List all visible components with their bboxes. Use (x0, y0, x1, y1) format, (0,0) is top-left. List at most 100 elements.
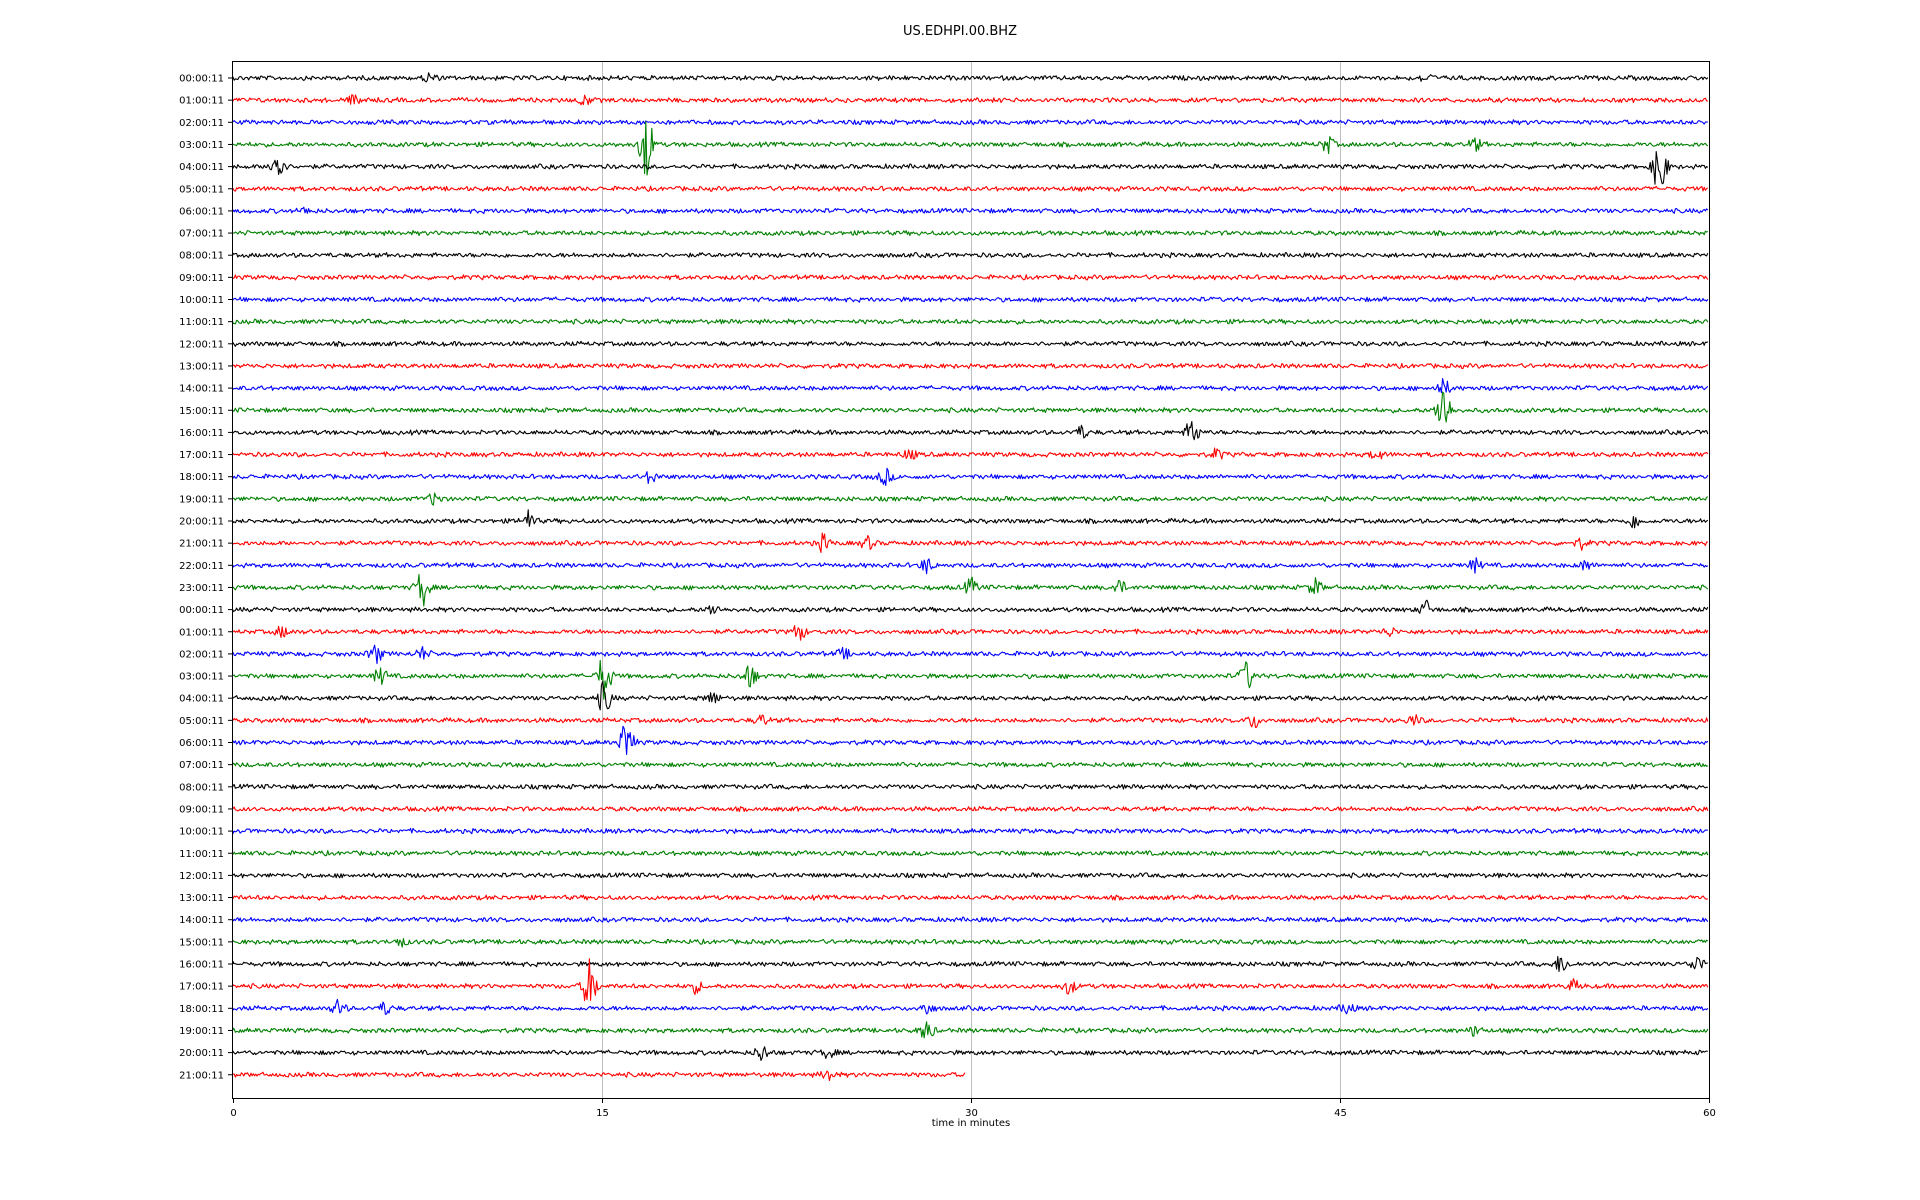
seismic-trace (232, 1070, 966, 1082)
row-time-label: 16:00:11 (179, 960, 224, 971)
row-time-label: 07:00:11 (179, 760, 224, 771)
seismic-trace (232, 783, 1708, 790)
row-time-label: 13:00:11 (179, 361, 224, 372)
seismic-trace (232, 447, 1709, 460)
seismic-trace (232, 1046, 1708, 1061)
row-time-label: 18:00:11 (179, 1004, 224, 1015)
seismic-trace (232, 850, 1709, 857)
seismic-trace (232, 509, 1709, 529)
row-time-label: 23:00:11 (179, 583, 224, 594)
seismic-trace (232, 206, 1709, 215)
chart-title: US.EDHPI.00.BHZ (903, 24, 1017, 39)
seismic-trace (232, 894, 1709, 901)
row-time-label: 15:00:11 (179, 937, 224, 948)
seismic-trace (232, 229, 1709, 237)
row-time-label: 03:00:11 (179, 140, 224, 151)
row-time-label: 00:00:11 (179, 605, 224, 616)
seismic-trace (232, 956, 1709, 972)
row-time-label: 02:00:11 (179, 118, 224, 129)
row-time-label: 10:00:11 (179, 827, 224, 838)
row-time-label: 12:00:11 (179, 339, 224, 350)
x-tick-label: 15 (596, 1108, 609, 1119)
row-time-label: 08:00:11 (179, 782, 224, 793)
row-time-label: 21:00:11 (179, 539, 224, 550)
seismic-trace (232, 938, 1709, 948)
seismic-trace (232, 467, 1709, 487)
row-time-label: 01:00:11 (179, 627, 224, 638)
row-time-label: 22:00:11 (179, 561, 224, 572)
seismic-trace (232, 625, 1709, 641)
row-time-label: 12:00:11 (179, 871, 224, 882)
x-tick-label: 30 (965, 1108, 978, 1119)
seismic-trace (232, 492, 1709, 506)
seismic-trace (232, 121, 1709, 176)
row-time-label: 21:00:11 (179, 1070, 224, 1081)
seismic-trace (232, 251, 1709, 259)
seismic-trace (232, 185, 1709, 192)
row-time-label: 02:00:11 (179, 649, 224, 660)
seismic-trace (232, 532, 1708, 554)
row-time-label: 10:00:11 (179, 295, 224, 306)
row-time-label: 00:00:11 (179, 74, 224, 85)
row-time-label: 03:00:11 (179, 672, 224, 683)
seismic-trace (232, 340, 1709, 347)
row-time-label: 13:00:11 (179, 893, 224, 904)
row-time-label: 05:00:11 (179, 716, 224, 727)
row-time-label: 05:00:11 (179, 184, 224, 195)
row-time-label: 17:00:11 (179, 982, 224, 993)
trace-area (232, 72, 1709, 1082)
seismic-trace (232, 94, 1708, 106)
row-time-label: 19:00:11 (179, 1026, 224, 1037)
seismic-trace (232, 872, 1709, 879)
seismic-trace (232, 998, 1709, 1015)
row-time-label: 06:00:11 (179, 738, 224, 749)
seismic-trace (232, 725, 1709, 756)
row-time-label: 16:00:11 (179, 428, 224, 439)
seismic-trace (232, 714, 1709, 728)
x-tick-label: 45 (1334, 1108, 1347, 1119)
row-time-label: 11:00:11 (179, 317, 224, 328)
seismic-trace (232, 378, 1709, 394)
seismic-trace (232, 827, 1708, 835)
seismic-trace (232, 151, 1709, 185)
row-time-label: 18:00:11 (179, 472, 224, 483)
row-time-label: 09:00:11 (179, 273, 224, 284)
seismic-trace (232, 659, 1709, 700)
x-tick-label: 0 (230, 1108, 236, 1119)
seismic-trace (232, 958, 1709, 1002)
row-time-label: 15:00:11 (179, 406, 224, 417)
seismic-trace (232, 274, 1709, 281)
seismic-trace (232, 119, 1708, 126)
row-time-label: 14:00:11 (179, 915, 224, 926)
seismic-trace (232, 362, 1709, 370)
seismic-trace (232, 1021, 1709, 1039)
seismic-trace (232, 574, 1709, 607)
row-time-labels: 00:00:11 01:00:11 02:00:11 03:00:11 04:00:11… (179, 74, 233, 1081)
row-time-label: 04:00:11 (179, 694, 224, 705)
row-time-label: 04:00:11 (179, 162, 224, 173)
row-time-label: 20:00:11 (179, 517, 224, 528)
row-time-label: 08:00:11 (179, 251, 224, 262)
row-time-label: 06:00:11 (179, 206, 224, 217)
x-axis-ticks: 0 15 30 45 60 (230, 1098, 1716, 1119)
seismic-trace (232, 680, 1708, 711)
seismic-trace (232, 916, 1709, 923)
seismic-trace (232, 318, 1709, 325)
seismic-trace (232, 72, 1709, 83)
row-time-label: 09:00:11 (179, 804, 224, 815)
seismic-trace (232, 644, 1709, 665)
seismic-trace (232, 391, 1709, 423)
row-time-label: 14:00:11 (179, 384, 224, 395)
row-time-label: 17:00:11 (179, 450, 224, 461)
row-time-label: 01:00:11 (179, 96, 224, 107)
seismic-trace (232, 599, 1709, 615)
row-time-label: 07:00:11 (179, 229, 224, 240)
seismic-trace (232, 296, 1709, 303)
row-time-label: 19:00:11 (179, 494, 224, 505)
seismic-trace (232, 805, 1709, 813)
seismic-trace (232, 557, 1709, 575)
x-tick-label: 60 (1703, 1108, 1716, 1119)
seismic-trace (232, 421, 1709, 441)
row-time-label: 20:00:11 (179, 1048, 224, 1059)
